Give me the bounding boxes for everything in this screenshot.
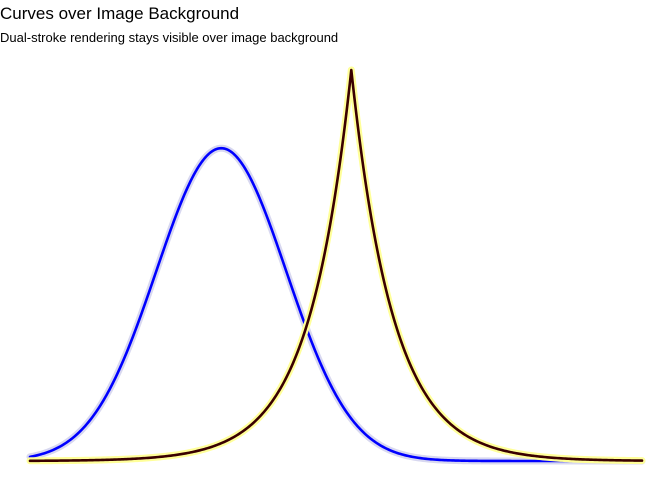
chart-title: Curves over Image Background: [0, 4, 240, 23]
series-2-line: [28, 68, 644, 463]
series-1-line: [28, 146, 644, 463]
chart-subtitle: Dual-stroke rendering stays visible over…: [0, 30, 339, 45]
series-2-halo-line: [26, 66, 646, 465]
